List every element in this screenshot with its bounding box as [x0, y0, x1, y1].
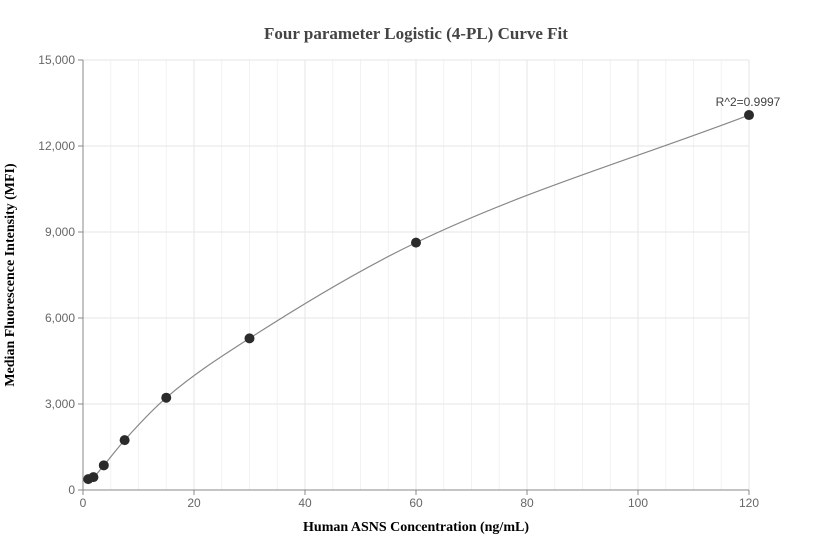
x-ticks: 0 20 40 60 80 100 120	[80, 490, 759, 510]
chart-title: Four parameter Logistic (4-PL) Curve Fit	[264, 24, 568, 43]
x-tick-label: 60	[409, 496, 423, 510]
y-ticks: 0 3,000 6,000 9,000 12,000 15,000	[38, 53, 83, 497]
x-axis-title: Human ASNS Concentration (ng/mL)	[303, 520, 529, 535]
y-tick-label: 9,000	[45, 225, 75, 239]
data-point	[744, 110, 754, 121]
x-tick-label: 80	[520, 496, 534, 510]
grid	[83, 59, 750, 490]
data-point	[411, 237, 421, 248]
r-squared-annotation: R^2=0.9997	[716, 95, 781, 109]
y-tick-label: 6,000	[45, 311, 75, 325]
data-point	[119, 435, 130, 446]
data-point	[88, 472, 99, 483]
x-tick-label: 40	[298, 496, 312, 510]
data-point	[244, 333, 255, 344]
data-points	[83, 110, 754, 485]
fit-curve	[88, 114, 750, 480]
x-tick-label: 120	[739, 496, 759, 510]
x-tick-label: 100	[628, 496, 648, 510]
y-tick-label: 12,000	[38, 139, 75, 153]
x-tick-label: 20	[187, 496, 201, 510]
y-axis-title: Median Fluorescence Intensity (MFI)	[3, 163, 18, 387]
x-tick-label: 0	[80, 496, 87, 510]
y-tick-label: 3,000	[45, 397, 75, 411]
y-tick-label: 0	[68, 483, 75, 497]
data-point	[161, 392, 172, 403]
y-tick-label: 15,000	[38, 53, 75, 67]
data-point	[98, 460, 109, 471]
